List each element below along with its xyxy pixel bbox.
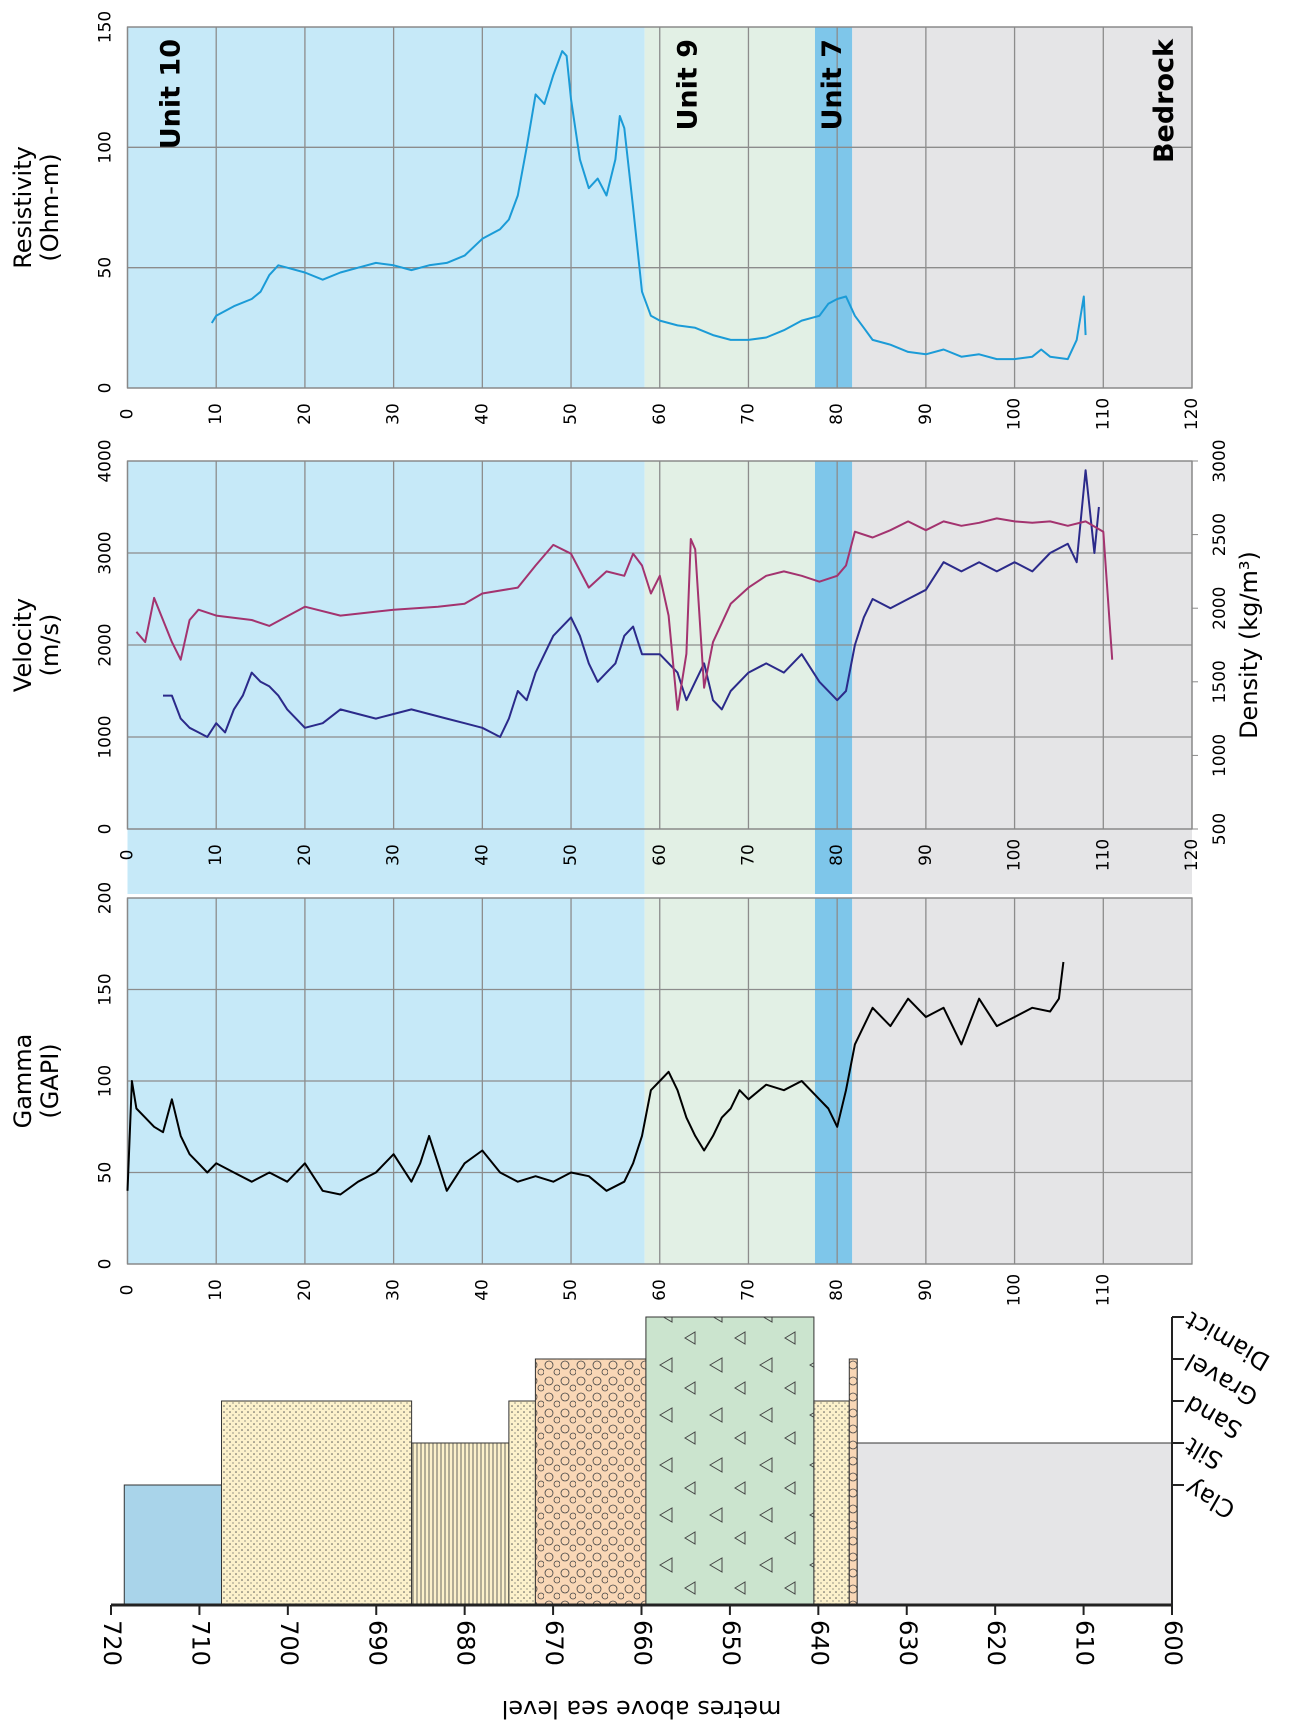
x-tick-label: 90 [916, 1279, 936, 1301]
lithology-layer [857, 1443, 1172, 1605]
zone-band [852, 27, 1192, 388]
y-tick-label: 50 [96, 257, 116, 279]
x-tick-label: 110 [1093, 398, 1113, 430]
x-tick-label: 30 [384, 844, 404, 866]
lithology-texture [535, 1359, 646, 1605]
y-tick-label: 0 [96, 383, 116, 394]
x-tick-label: 50 [561, 1279, 581, 1301]
x-tick-label: 20 [295, 1279, 315, 1301]
figure: 0102030405060708090100110120050100150Res… [0, 0, 1298, 1734]
y-axis-title: (GAPI) [36, 1043, 64, 1118]
y-axis-title: Gamma [9, 1034, 37, 1129]
x-tick-label: 90 [916, 403, 936, 425]
x-tick-label: 60 [650, 403, 670, 425]
unit-label: Unit 9 [673, 39, 704, 131]
x-tick-label: 0 [118, 409, 138, 420]
y-axis-title: Resistivity [9, 146, 37, 269]
x-tick-label: 90 [916, 844, 936, 866]
x-tick-label: 110 [1093, 839, 1113, 871]
y-tick-label: 3000 [96, 531, 116, 574]
lithology-texture [646, 1317, 814, 1605]
x-tick-label: 70 [738, 844, 758, 866]
y-tick-label: 100 [96, 131, 116, 163]
lithology-layer [124, 1485, 221, 1605]
x-tick-label: 670 [540, 1620, 568, 1666]
x-tick-label: 20 [295, 403, 315, 425]
y-tick-label: 1000 [96, 715, 116, 758]
x-tick-label: 690 [363, 1620, 391, 1666]
unit-label: Bedrock [1149, 38, 1180, 163]
x-tick-label: 40 [472, 403, 492, 425]
x-tick-label: 110 [1093, 1274, 1113, 1306]
y-tick-label: 0 [96, 1259, 116, 1270]
x-tick-label: 610 [1071, 1620, 1099, 1666]
grain-size-label: Clay [1181, 1474, 1240, 1524]
lithology-texture [814, 1401, 849, 1605]
x-tick-label: 70 [738, 403, 758, 425]
y-axis-title: (m/s) [36, 614, 64, 677]
x-tick-label: 100 [1005, 398, 1025, 430]
x-tick-label: 120 [1182, 839, 1202, 871]
x-tick-label: 650 [717, 1620, 745, 1666]
unit-label: Unit 10 [155, 39, 186, 149]
x-tick-label: 60 [650, 844, 670, 866]
x-tick-label: 640 [805, 1620, 833, 1666]
x-tick-label: 630 [894, 1620, 922, 1666]
x-tick-label: 600 [1159, 1620, 1187, 1666]
y-tick-label: 150 [96, 11, 116, 43]
zone-band [645, 27, 815, 388]
y-tick-label: 2000 [96, 623, 116, 666]
y-axis-title: Velocity [9, 598, 37, 692]
x-tick-label: 0 [118, 1285, 138, 1296]
lithology-texture [509, 1401, 536, 1605]
x-tick-label: 80 [827, 403, 847, 425]
y-tick-label: 4000 [96, 439, 116, 482]
y-tick-label: 100 [96, 1065, 116, 1097]
x-tick-label: 620 [982, 1620, 1010, 1666]
zone-band [128, 27, 645, 388]
x-tick-label: 30 [384, 1279, 404, 1301]
y-tick-label: 200 [96, 882, 116, 914]
y2-axis-title: Density (kg/m³) [1235, 551, 1263, 739]
x-tick-label: 80 [827, 1279, 847, 1301]
x-tick-label: 10 [206, 1279, 226, 1301]
x-tick-label: 720 [98, 1620, 126, 1666]
x-tick-label: 710 [186, 1620, 214, 1666]
x-tick-label: 10 [206, 403, 226, 425]
lithology-texture [222, 1401, 412, 1605]
x-tick-label: 50 [561, 403, 581, 425]
x-tick-label: 80 [827, 844, 847, 866]
x-tick-label: 100 [1005, 1274, 1025, 1306]
y2-tick-label: 1000 [1210, 734, 1230, 777]
y-axis-title: (Ohm-m) [36, 153, 64, 261]
y2-tick-label: 2000 [1210, 587, 1230, 630]
y-tick-label: 50 [96, 1162, 116, 1184]
y2-tick-label: 2500 [1210, 513, 1230, 556]
y2-tick-label: 500 [1210, 813, 1230, 845]
lithology-texture [412, 1443, 509, 1605]
lithology-texture [849, 1359, 857, 1605]
x-tick-label: 10 [206, 844, 226, 866]
y-tick-label: 150 [96, 973, 116, 1005]
x-tick-label: 70 [738, 1279, 758, 1301]
x-tick-label: 700 [275, 1620, 303, 1666]
x-tick-label: 40 [472, 1279, 492, 1301]
x-tick-label: 120 [1182, 398, 1202, 430]
x-tick-label: 30 [384, 403, 404, 425]
unit-label: Unit 7 [817, 39, 848, 131]
x-tick-label: 660 [629, 1620, 657, 1666]
y-tick-label: 0 [96, 824, 116, 835]
x-tick-label: 50 [561, 844, 581, 866]
x-axis-title: metres above sea level [502, 1695, 782, 1723]
x-tick-label: 0 [118, 850, 138, 861]
y2-tick-label: 1500 [1210, 660, 1230, 703]
page: {"chart_data": [ {"type": "line", "ylabe… [0, 0, 1298, 1734]
y2-tick-label: 3000 [1210, 439, 1230, 482]
x-tick-label: 100 [1005, 839, 1025, 871]
x-tick-label: 20 [295, 844, 315, 866]
x-tick-label: 40 [472, 844, 492, 866]
x-tick-label: 60 [650, 1279, 670, 1301]
grain-size-label: Silt [1181, 1432, 1228, 1475]
x-tick-label: 680 [452, 1620, 480, 1666]
